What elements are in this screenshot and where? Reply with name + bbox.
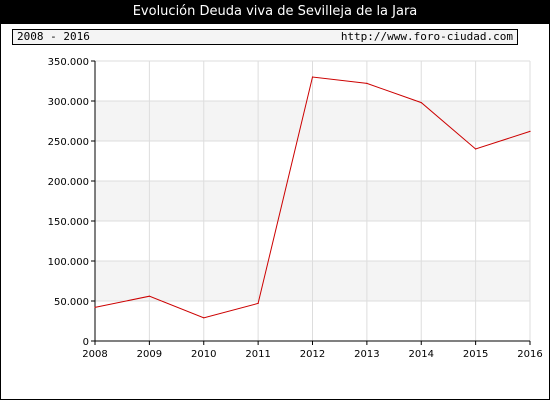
y-tick-label: 350.000 — [48, 57, 89, 68]
data-point — [529, 130, 531, 132]
year-range-label: 2008 - 2016 — [17, 30, 90, 43]
x-tick-label: 2008 — [82, 349, 107, 360]
y-tick-label: 200.000 — [48, 177, 89, 188]
x-tick-label: 2016 — [517, 349, 542, 360]
x-tick-label: 2011 — [245, 349, 270, 360]
x-tick-label: 2010 — [191, 349, 216, 360]
y-tick-labels: 0 50.000 100.000 150.000 200.000 250.000 300.0… — [48, 57, 89, 348]
data-point — [311, 76, 314, 78]
info-bar: 2008 - 2016 http://www.foro-ciudad.com — [12, 29, 518, 45]
x-tick-label: 2012 — [300, 349, 325, 360]
data-point — [203, 317, 205, 319]
y-tick-label: 100.000 — [48, 257, 89, 268]
y-tick-label: 50.000 — [54, 297, 89, 308]
data-point — [475, 148, 477, 150]
axes — [91, 60, 531, 345]
x-tick-label: 2013 — [354, 349, 379, 360]
x-tick-label: 2009 — [137, 349, 162, 360]
data-point — [94, 306, 96, 308]
series-layer — [94, 76, 531, 319]
data-point — [366, 82, 368, 84]
data-point — [420, 102, 422, 104]
y-tick-label: 0 — [83, 337, 89, 348]
x-tick-labels: 2008 2009 2010 2011 2012 2013 2014 2015 2016 — [82, 349, 542, 360]
data-point — [148, 295, 150, 297]
source-url-link[interactable]: http://www.foro-ciudad.com — [340, 30, 513, 43]
x-tick-label: 2015 — [463, 349, 488, 360]
y-tick-label: 250.000 — [48, 137, 89, 148]
chart-title: Evolución Deuda viva de Sevilleja de la … — [0, 0, 550, 24]
x-tick-label: 2014 — [409, 349, 434, 360]
data-point — [257, 302, 259, 304]
y-tick-label: 300.000 — [48, 97, 89, 108]
y-tick-label: 150.000 — [48, 217, 89, 228]
